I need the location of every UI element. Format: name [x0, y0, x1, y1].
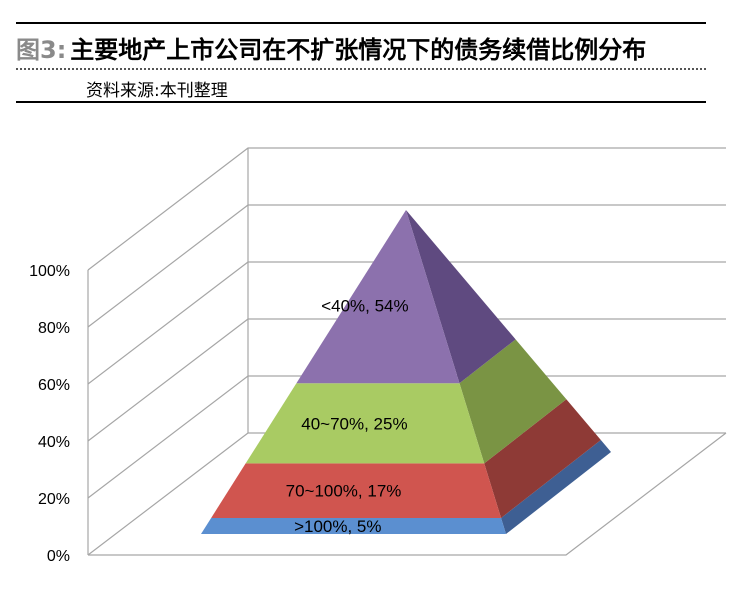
pyramid-side-face [484, 399, 601, 518]
segment-label: 40~70%, 25% [301, 414, 407, 433]
figure-title-row: 图3: 主要地产上市公司在不扩张情况下的债务续借比例分布 [16, 30, 646, 64]
pyramid-segments [201, 210, 611, 534]
y-tick-label: 80% [38, 320, 70, 337]
segment-labels: >100%, 5% 70~100%, 17% 40~70%, 25% <40%, 54… [286, 296, 409, 536]
header-bottom-rule [16, 101, 706, 103]
y-tick-label: 20% [38, 491, 70, 508]
segment-label: <40%, 54% [321, 296, 408, 315]
pyramid-segment [245, 383, 485, 464]
y-tick-label: 0% [47, 548, 70, 565]
pyramid-segment [296, 210, 460, 384]
figure-source: 资料来源:本刊整理 [86, 81, 228, 101]
floor-edge [88, 432, 727, 556]
pyramid-side-face [501, 440, 611, 534]
y-axis-ticks: 0% 20% 40% 60% 80% 100% [29, 263, 70, 565]
segment-label: >100%, 5% [294, 517, 381, 536]
pyramid-side-face [459, 339, 567, 464]
figure-title: 主要地产上市公司在不扩张情况下的债务续借比例分布 [70, 36, 647, 64]
header-dotted-rule [16, 68, 706, 70]
y-tick-label: 60% [38, 377, 70, 394]
chart-grid [87, 147, 727, 556]
pyramid-side-face [406, 210, 516, 384]
segment-label: 70~100%, 17% [286, 482, 402, 501]
header-top-rule [16, 22, 706, 24]
pyramid-segment [201, 517, 506, 534]
y-tick-label: 40% [38, 434, 70, 451]
pyramid-segment [211, 463, 502, 518]
y-tick-label: 100% [29, 263, 70, 280]
figure-number: 图3: [16, 36, 67, 64]
